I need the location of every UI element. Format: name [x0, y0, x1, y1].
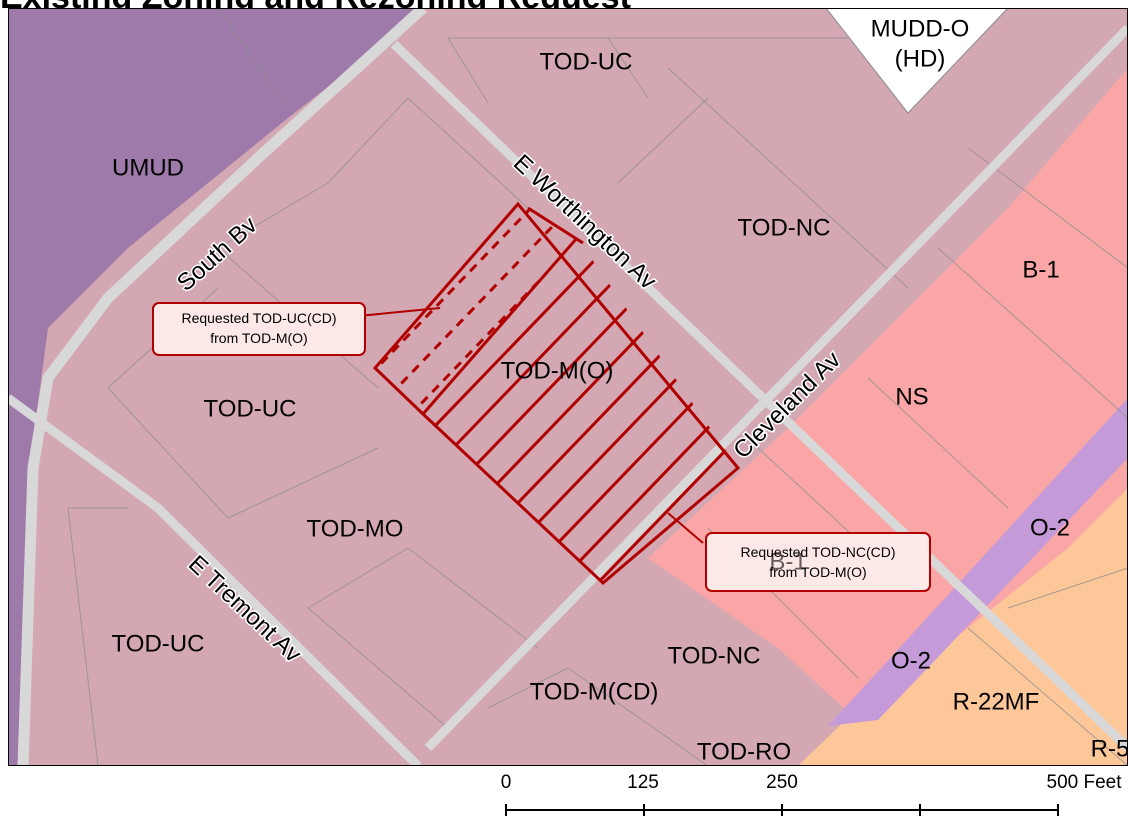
nc-callout-leader: [667, 512, 704, 544]
callout-nc-line1: Requested TOD-NC(CD): [740, 544, 895, 560]
callout-tod-nc-request[interactable]: Requested TOD-NC(CD) from TOD-M(O): [705, 532, 931, 592]
callout-uc-line1: Requested TOD-UC(CD): [181, 310, 336, 326]
zone-label-o2-lower: O-2: [891, 647, 931, 674]
scale-tick-0: 0: [501, 772, 512, 793]
zone-label-tod-mo: TOD-MO: [307, 515, 404, 542]
scale-tick-250: 250: [766, 772, 798, 793]
zone-label-umud: UMUD: [112, 154, 184, 181]
scale-tick-500: 500 Feet: [1047, 772, 1123, 793]
zone-label-tod-nc-north: TOD-NC: [738, 214, 831, 241]
umud-zone-south: [8, 328, 48, 766]
street-network: [8, 8, 1128, 766]
callout-nc-line2: from TOD-M(O): [769, 564, 866, 580]
cleveland-av-street: [424, 24, 1128, 752]
zone-label-mudd-o: MUDD-O: [871, 15, 970, 42]
zone-label-tod-nc-south: TOD-NC: [668, 642, 761, 669]
zone-label-tod-ro: TOD-RO: [697, 738, 791, 765]
callout-tod-uc-request[interactable]: Requested TOD-UC(CD) from TOD-M(O): [152, 302, 366, 356]
zone-label-tod-uc-sw: TOD-UC: [112, 630, 205, 657]
e-worthington-street: [390, 40, 1128, 752]
zone-label-o2-upper: O-2: [1030, 514, 1070, 541]
zone-label-r5: R-5: [1091, 735, 1128, 762]
zone-label-tod-uc-north: TOD-UC: [540, 48, 633, 75]
zone-label-tod-m-cd: TOD-M(CD): [530, 678, 659, 705]
zone-label-ns: NS: [895, 383, 928, 410]
scale-bar: 0 125 250 500 Feet: [501, 772, 1123, 816]
office-zone-strip: [828, 398, 1128, 726]
scale-tick-125: 125: [627, 772, 659, 793]
zoning-map[interactable]: Requested TOD-UC(CD) from TOD-M(O) Reque…: [8, 8, 1128, 766]
zone-label-tod-m-o: TOD-M(O): [501, 357, 614, 384]
rezoning-split-line: [421, 237, 579, 415]
south-bv-street: [17, 8, 427, 766]
umud-zone: [8, 8, 423, 388]
zone-label-tod-uc-west: TOD-UC: [204, 395, 297, 422]
rezoning-site-outline[interactable]: [372, 201, 741, 586]
zone-label-r22mf: R-22MF: [953, 688, 1040, 715]
zone-label-b1: B-1: [1022, 256, 1059, 283]
e-tremont-street: [8, 394, 422, 766]
zone-label-mudd-o-hd: (HD): [895, 45, 946, 72]
scale-bar-graphic: [505, 804, 1059, 816]
zone-label-b1-partial: B-1: [769, 548, 806, 575]
callout-uc-line2: from TOD-M(O): [210, 330, 307, 346]
mudd-o-zone: [825, 8, 1009, 114]
